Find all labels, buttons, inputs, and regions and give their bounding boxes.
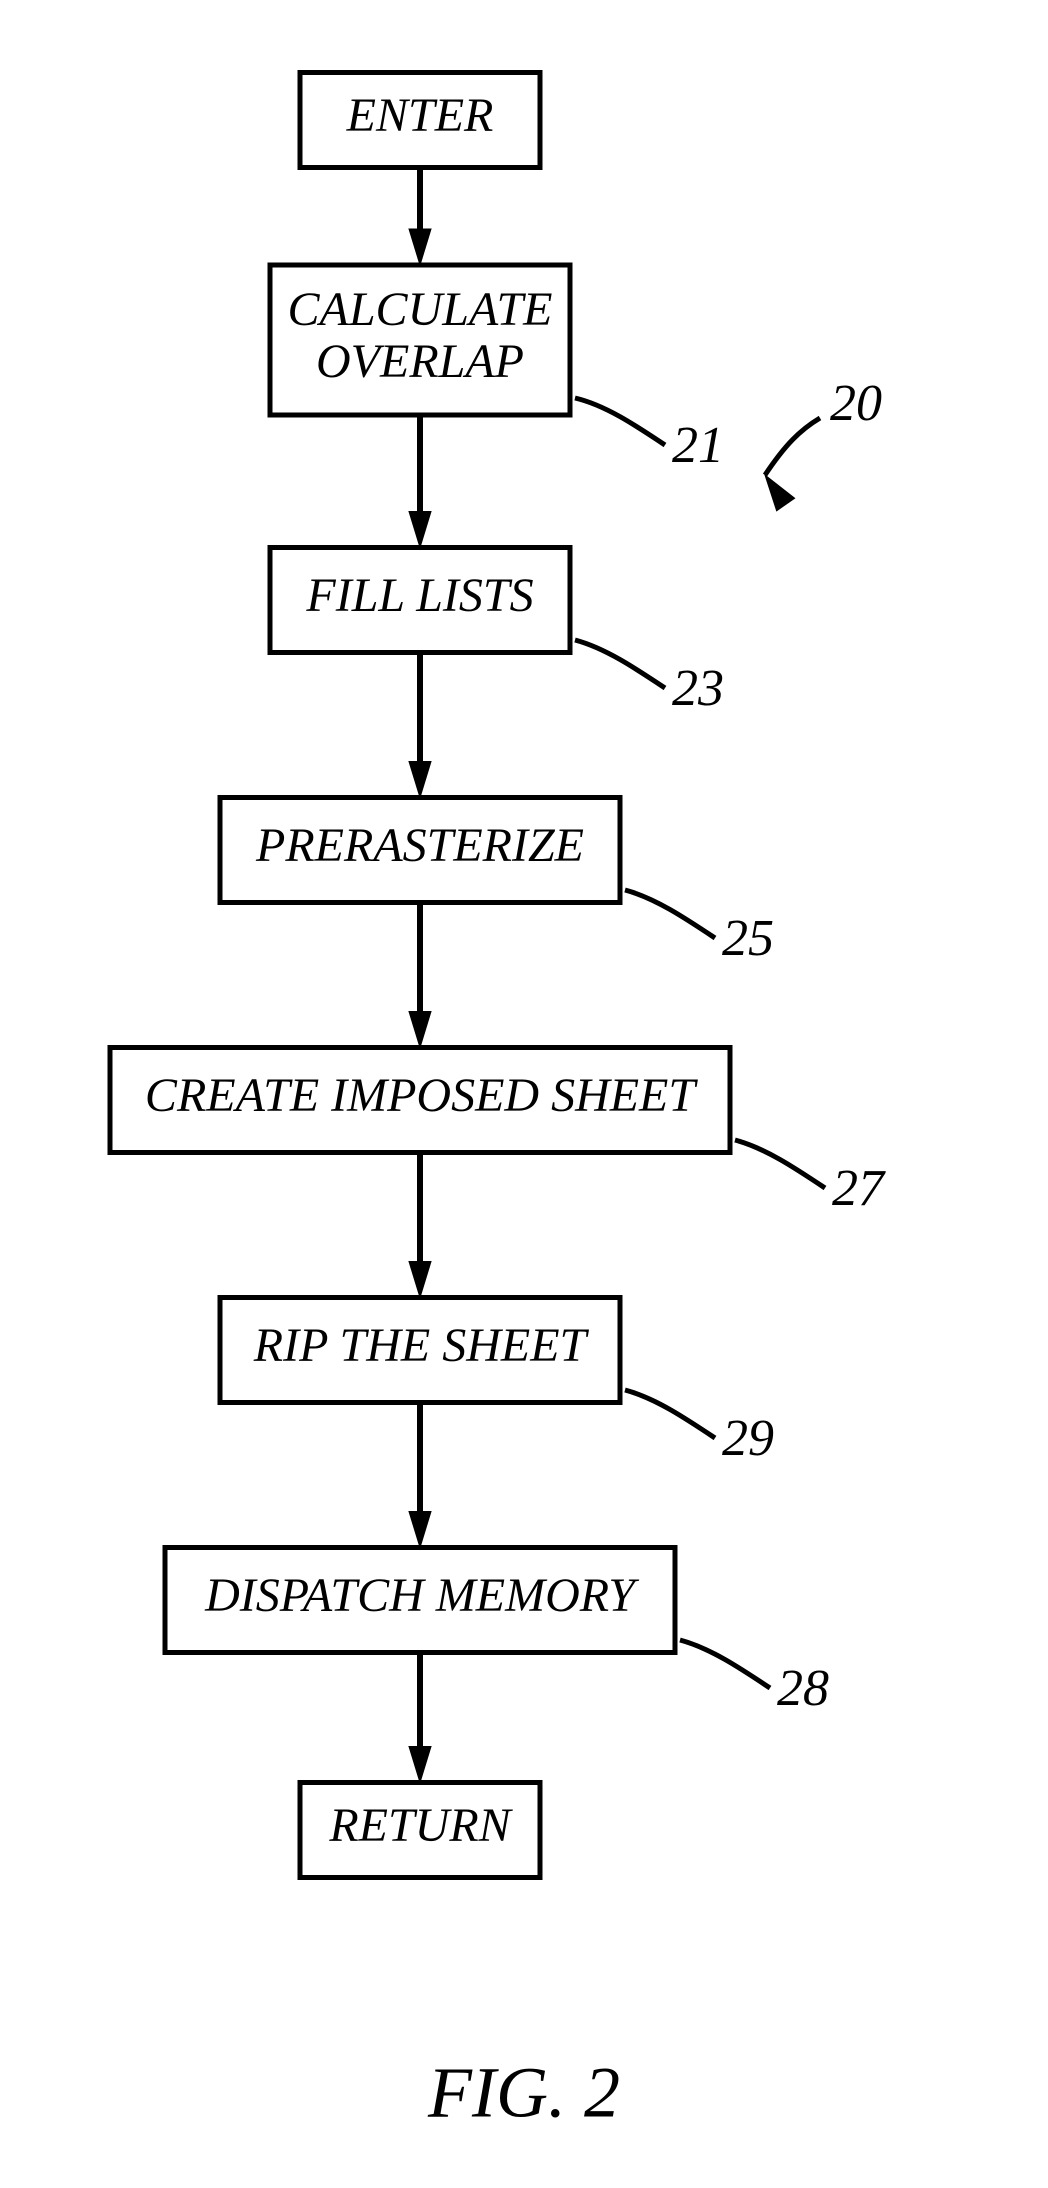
node-rip: RIP THE SHEET 29 [220,1298,774,1467]
figure-caption: FIG. 2 [427,2053,620,2133]
node-calc-callout-connector [575,398,665,445]
flowchart-canvas: ENTER CALCULATEOVERLAP 21 FILL LISTS 23 PRERA… [0,0,1048,2188]
node-fill-callout-label: 23 [672,660,724,717]
node-dispatch-callout-connector [680,1640,770,1688]
arrowhead [409,229,431,265]
arrowhead [409,1747,431,1783]
node-create: CREATE IMPOSED SHEET 27 [110,1048,886,1217]
node-calc: CALCULATEOVERLAP 21 [270,265,724,474]
arrowhead [409,1262,431,1298]
node-rip-callout-connector [625,1390,715,1438]
node-calc-label-line-0: CALCULATE [288,283,553,336]
arrowhead [765,475,795,511]
node-create-callout-connector [735,1140,825,1188]
node-return: RETURN [300,1783,540,1878]
node-dispatch-label-line-0: DISPATCH MEMORY [204,1569,639,1622]
node-dispatch-callout-label: 28 [777,1660,829,1717]
node-create-label-line-0: CREATE IMPOSED SHEET [145,1069,698,1122]
node-calc-callout-label: 21 [672,417,724,474]
node-fill-callout-connector [575,640,665,688]
arrowhead [409,762,431,798]
node-return-label-line-0: RETURN [328,1799,513,1852]
arrowhead [409,512,431,548]
node-enter: ENTER [300,73,540,168]
node-prerast: PRERASTERIZE 25 [220,798,774,967]
node-fill-label-line-0: FILL LISTS [305,569,533,622]
node-calc-label-line-1: OVERLAP [316,335,524,388]
figure-label-connector [765,418,820,475]
node-rip-callout-label: 29 [722,1410,774,1467]
node-prerast-label-line-0: PRERASTERIZE [255,819,584,872]
node-rip-label-line-0: RIP THE SHEET [253,1319,590,1372]
node-prerast-callout-label: 25 [722,910,774,967]
figure-label: 20 [830,375,882,432]
arrowhead [409,1012,431,1048]
node-fill: FILL LISTS 23 [270,548,724,717]
node-create-callout-label: 27 [832,1160,886,1217]
node-prerast-callout-connector [625,890,715,938]
arrowhead [409,1512,431,1548]
node-dispatch: DISPATCH MEMORY 28 [165,1548,829,1717]
node-enter-label-line-0: ENTER [346,89,494,142]
